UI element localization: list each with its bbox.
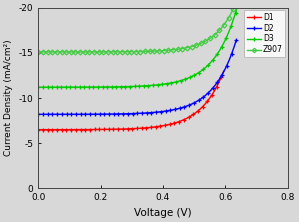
D2 <box>135 112 139 115</box>
D2 <box>234 39 238 42</box>
Z907 <box>36 51 40 53</box>
D1 <box>222 70 225 72</box>
D1 <box>156 125 160 128</box>
Line: D3: D3 <box>36 0 245 89</box>
D3 <box>36 86 40 89</box>
Z907 <box>199 42 203 45</box>
D2 <box>70 113 73 116</box>
Line: D2: D2 <box>36 38 238 116</box>
D1 <box>163 124 167 127</box>
Z907 <box>76 51 80 53</box>
D3 <box>206 64 210 67</box>
D3 <box>211 59 214 61</box>
D2 <box>95 113 99 115</box>
D1 <box>36 128 40 131</box>
D2 <box>98 113 101 115</box>
D1 <box>147 126 150 129</box>
D1 <box>201 105 205 108</box>
Z907 <box>185 46 189 49</box>
D1 <box>149 126 153 129</box>
D2 <box>36 113 40 116</box>
Legend: D1, D2, D3, Z907: D1, D2, D3, Z907 <box>244 10 285 57</box>
Z907 <box>197 43 200 46</box>
D1 <box>119 128 122 130</box>
Line: D1: D1 <box>36 69 226 132</box>
Y-axis label: Current Density (mA/cm²): Current Density (mA/cm²) <box>4 40 13 156</box>
D3 <box>231 18 235 21</box>
D2 <box>223 69 226 72</box>
D2 <box>105 113 109 115</box>
D3 <box>98 86 102 88</box>
D3 <box>64 86 68 89</box>
X-axis label: Voltage (V): Voltage (V) <box>134 208 192 218</box>
Z907 <box>190 45 193 48</box>
D3 <box>179 79 182 82</box>
Z907 <box>46 51 49 53</box>
Line: Z907: Z907 <box>36 0 258 54</box>
